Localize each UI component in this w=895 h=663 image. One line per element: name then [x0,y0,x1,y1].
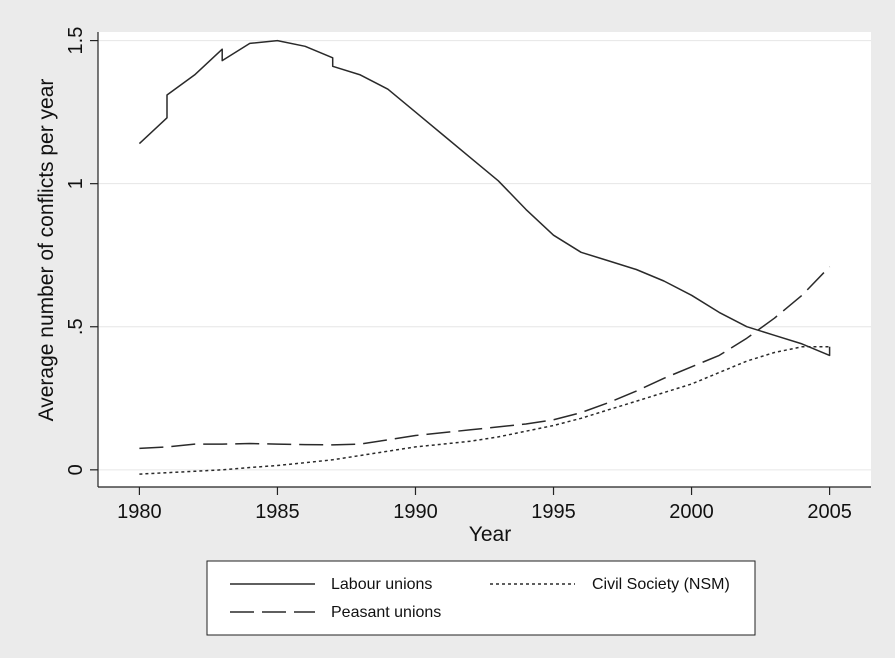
x-tick-label: 1985 [255,501,300,523]
legend-box [206,560,756,636]
y-axis-ticks: 0 .5 1 1.5 [65,27,98,475]
plot-background [98,32,871,487]
gridlines [98,40,871,471]
series-line-civil-society-nsm [139,346,830,475]
x-axis-label: Year [469,523,511,546]
y-tick-label: .5 [65,318,87,335]
axes [97,32,871,488]
x-tick-label: 2000 [669,501,714,523]
x-axis-ticks: 1980 1985 1990 1995 2000 2005 [117,487,852,523]
series-lines [138,39,831,475]
legend-label-labour-unions: Labour unions [331,576,432,593]
x-tick-label: 1995 [531,501,576,523]
x-tick-label: 1990 [393,501,438,523]
y-tick-label: 0 [65,464,87,475]
legend-label-peasant-unions: Peasant unions [331,604,441,621]
series-line-peasant-unions [139,266,831,450]
y-tick-label: 1 [65,178,87,189]
series-line-labour-unions [138,39,831,357]
x-tick-label: 1980 [117,501,162,523]
legend: Labour unions Civil Society (NSM) Peasan… [206,560,756,636]
legend-label-civil-society: Civil Society (NSM) [592,576,730,593]
x-tick-label: 2005 [807,501,852,523]
y-axis-label: Average number of conflicts per year [35,79,58,422]
y-tick-label: 1.5 [65,27,87,55]
